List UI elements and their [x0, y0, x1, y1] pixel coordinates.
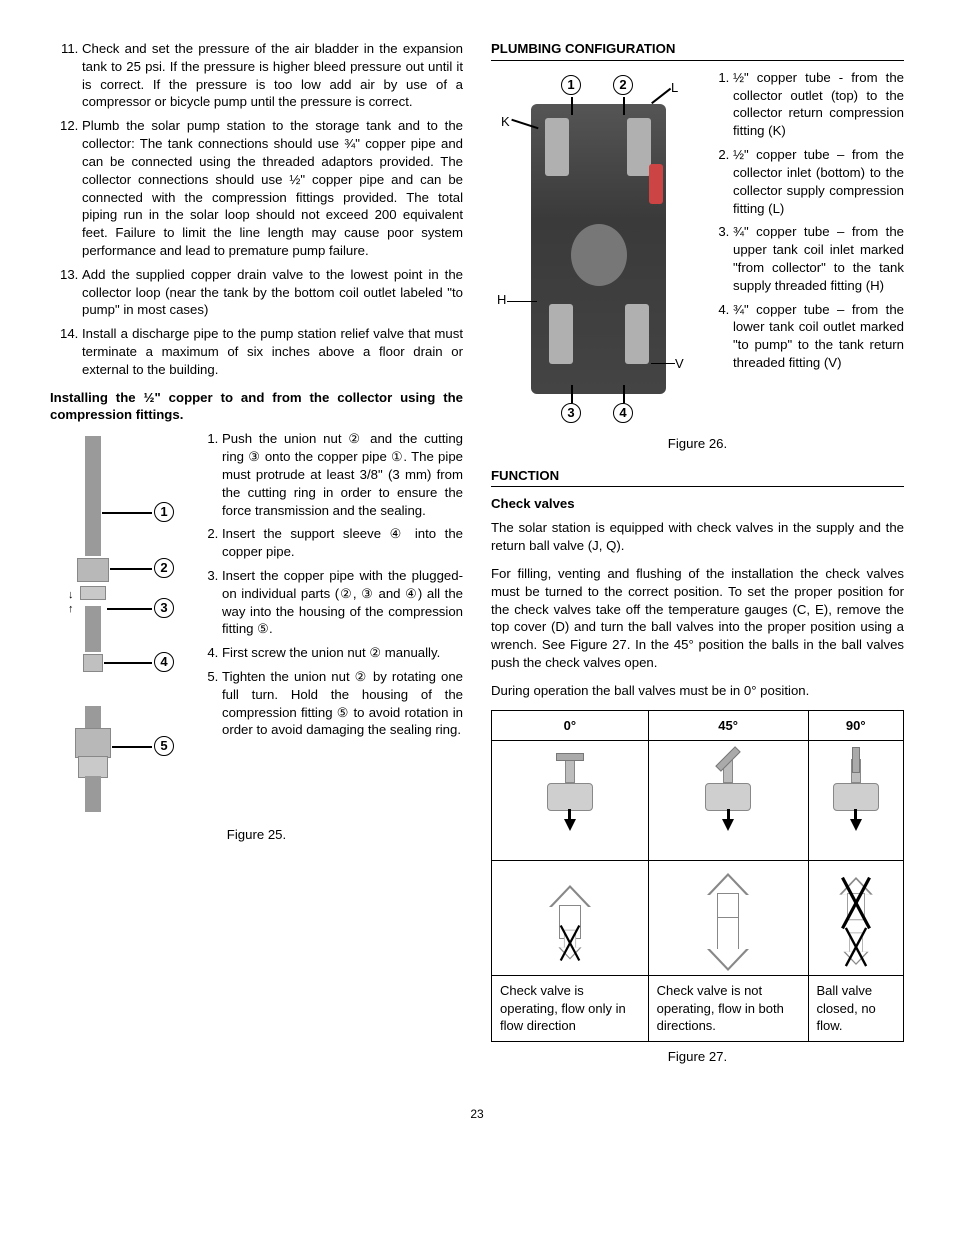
figure-26-list: ½" copper tube - from the collector outl…: [711, 69, 904, 429]
f25-step-4: First screw the union nut ② manually.: [222, 644, 463, 662]
f27-valve-45: [648, 741, 808, 861]
f26-item-2: ½" copper tube – from the collector inle…: [733, 146, 904, 217]
step-13: Add the supplied copper drain valve to t…: [82, 266, 463, 319]
f26-item-4: ¾" copper tube – from the lower tank coi…: [733, 301, 904, 372]
f26-n4: 4: [613, 403, 633, 423]
f26-item-1: ½" copper tube - from the collector outl…: [733, 69, 904, 140]
figure-25-wrap: ↓ ↑ 1 2 3 4 5 Push the union nut ② and t…: [50, 430, 463, 820]
f27-flow-45: [648, 861, 808, 976]
f26-L: L: [671, 79, 678, 97]
f26-n1: 1: [561, 75, 581, 95]
f27-valve-90: [808, 741, 903, 861]
f27-h2: 90°: [808, 710, 903, 741]
f26-V: V: [675, 355, 684, 373]
f25-step-5: Tighten the union nut ② by rotating one …: [222, 668, 463, 739]
check-valves-heading: Check valves: [491, 495, 904, 513]
f27-desc-1: Check valve is not operating, flow in bo…: [648, 976, 808, 1042]
f25-step-2: Insert the support sleeve ④ into the cop…: [222, 525, 463, 561]
figure-26-wrap: 1 2 K L H V 3 4 ½" copper tube - fr: [491, 69, 904, 429]
f26-K: K: [501, 113, 510, 131]
f27-h1: 45°: [648, 710, 808, 741]
install-heading: Installing the ½" copper to and from the…: [50, 389, 463, 425]
figure-25-caption: Figure 25.: [50, 826, 463, 844]
callout-5: 5: [154, 736, 174, 756]
f26-H: H: [497, 291, 506, 309]
f27-flow-0: [492, 861, 649, 976]
page-number: 23: [50, 1106, 904, 1122]
function-p2: For filling, venting and flushing of the…: [491, 565, 904, 672]
f27-flow-90: [808, 861, 903, 976]
left-column: Check and set the pressure of the air bl…: [50, 40, 463, 1080]
callout-1: 1: [154, 502, 174, 522]
f27-desc-0: Check valve is operating, flow only in f…: [492, 976, 649, 1042]
right-column: PLUMBING CONFIGURATION 1 2 K L: [491, 40, 904, 1080]
f26-n2: 2: [613, 75, 633, 95]
figure-25-diagram: ↓ ↑ 1 2 3 4 5: [50, 430, 190, 820]
function-p3: During operation the ball valves must be…: [491, 682, 904, 700]
numbered-steps: Check and set the pressure of the air bl…: [50, 40, 463, 379]
f25-step-3: Insert the copper pipe with the plugged-…: [222, 567, 463, 638]
function-p1: The solar station is equipped with check…: [491, 519, 904, 555]
plumbing-heading: PLUMBING CONFIGURATION: [491, 40, 904, 61]
function-heading: FUNCTION: [491, 467, 904, 488]
figure-26-diagram: 1 2 K L H V 3 4: [491, 69, 701, 429]
f27-valve-0: [492, 741, 649, 861]
step-11: Check and set the pressure of the air bl…: [82, 40, 463, 111]
step-14: Install a discharge pipe to the pump sta…: [82, 325, 463, 378]
callout-4: 4: [154, 652, 174, 672]
f27-desc-2: Ball valve closed, no flow.: [808, 976, 903, 1042]
figure-27-caption: Figure 27.: [491, 1048, 904, 1066]
step-12: Plumb the solar pump station to the stor…: [82, 117, 463, 260]
figure-25-steps: Push the union nut ② and the cutting rin…: [200, 430, 463, 820]
f27-h0: 0°: [492, 710, 649, 741]
f26-item-3: ¾" copper tube – from the upper tank coi…: [733, 223, 904, 294]
page-columns: Check and set the pressure of the air bl…: [50, 40, 904, 1080]
f26-n3: 3: [561, 403, 581, 423]
callout-2: 2: [154, 558, 174, 578]
figure-26-caption: Figure 26.: [491, 435, 904, 453]
f25-step-1: Push the union nut ② and the cutting rin…: [222, 430, 463, 519]
figure-27-table: 0° 45° 90°: [491, 710, 904, 1042]
callout-3: 3: [154, 598, 174, 618]
